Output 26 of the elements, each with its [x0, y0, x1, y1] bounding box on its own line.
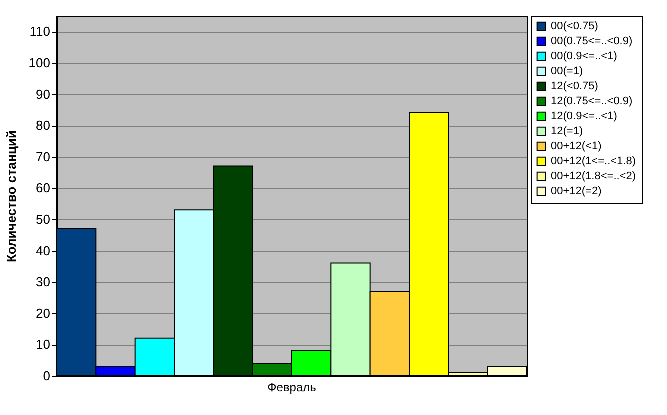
- legend-label: 00(0.75<=..<0.9): [551, 36, 633, 48]
- y-tick-label: 90: [36, 86, 50, 102]
- legend-label: 00+12(1<=..<1.8): [551, 156, 636, 168]
- legend-label: 12(0.75<=..<0.9): [551, 96, 633, 108]
- y-axis-title: Количество станций: [4, 130, 19, 263]
- y-tick-label: 70: [36, 149, 50, 164]
- legend-label: 00(<0.75): [551, 20, 598, 32]
- legend-label: 00+12(<1): [551, 140, 602, 152]
- y-tick-label: 10: [36, 337, 50, 352]
- y-tick-label: 80: [36, 118, 50, 134]
- y-tick-label: 30: [36, 274, 50, 290]
- y-tick-label: 60: [36, 180, 50, 196]
- legend-label: 00+12(=2): [551, 186, 602, 198]
- y-tick-label: 20: [36, 306, 50, 321]
- y-tick-label: 50: [36, 212, 50, 227]
- y-tick-label: 110: [30, 24, 50, 40]
- legend-label: 00(=1): [551, 66, 584, 78]
- y-tick-label: 40: [36, 243, 50, 258]
- legend-label: 00+12(1.8<=..<2): [551, 170, 636, 182]
- y-tick-label: 0: [43, 368, 50, 384]
- legend-label: 12(0.9<=..<1): [551, 110, 618, 122]
- legend-label: 12(<0.75): [551, 80, 598, 92]
- y-tick-label: 100: [28, 55, 50, 70]
- x-tick-label: Февраль: [268, 380, 316, 394]
- legend-label: 12(=1): [551, 126, 584, 138]
- legend-label: 00(0.9<=..<1): [551, 50, 618, 62]
